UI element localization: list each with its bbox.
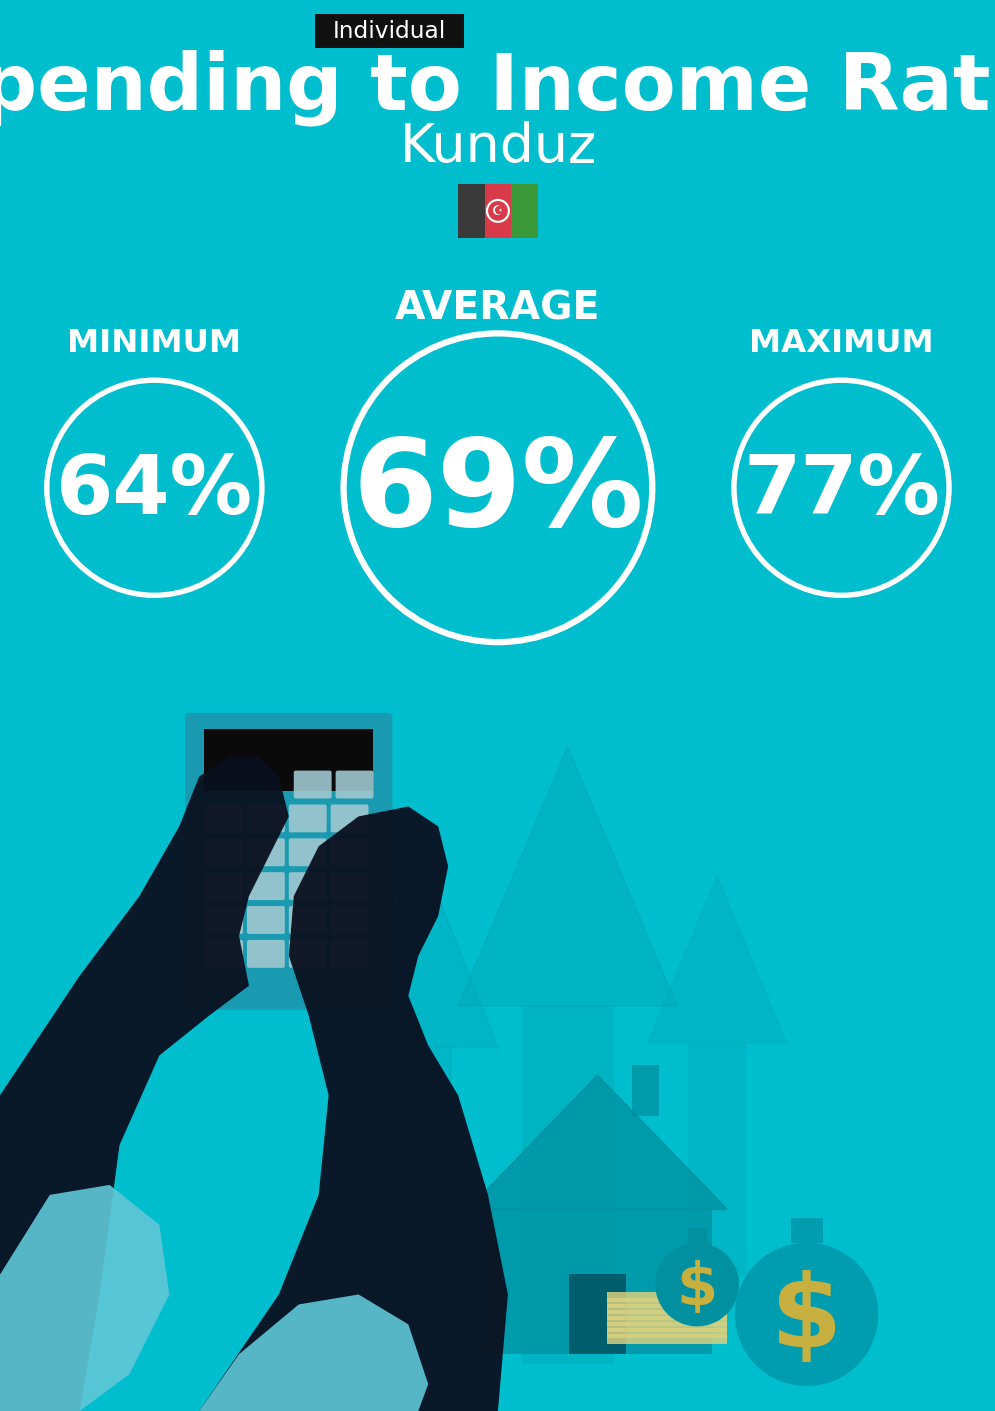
FancyBboxPatch shape [247,940,285,968]
FancyBboxPatch shape [688,1228,705,1243]
FancyBboxPatch shape [204,729,373,790]
FancyBboxPatch shape [607,1292,726,1302]
Polygon shape [468,1075,726,1209]
FancyBboxPatch shape [335,770,373,799]
FancyBboxPatch shape [688,1044,745,1274]
FancyBboxPatch shape [607,1311,726,1321]
FancyBboxPatch shape [384,1047,452,1325]
Polygon shape [199,807,507,1411]
Polygon shape [647,876,786,1044]
FancyBboxPatch shape [521,1006,613,1364]
Text: $: $ [770,1270,842,1367]
FancyBboxPatch shape [485,185,510,238]
FancyBboxPatch shape [510,185,537,238]
Text: 64%: 64% [56,453,253,532]
Text: Spending to Income Ratio: Spending to Income Ratio [0,49,995,126]
FancyBboxPatch shape [289,838,326,866]
FancyBboxPatch shape [790,1218,822,1243]
FancyBboxPatch shape [631,1065,659,1116]
Polygon shape [458,746,677,1006]
FancyBboxPatch shape [205,872,243,900]
Polygon shape [0,756,289,1411]
FancyBboxPatch shape [205,906,243,934]
FancyBboxPatch shape [294,770,331,799]
FancyBboxPatch shape [289,872,326,900]
FancyBboxPatch shape [607,1304,726,1315]
FancyBboxPatch shape [330,838,368,866]
Polygon shape [338,847,498,1047]
FancyBboxPatch shape [330,872,368,900]
Text: AVERAGE: AVERAGE [395,289,600,327]
Text: Kunduz: Kunduz [399,121,596,174]
FancyBboxPatch shape [458,185,485,238]
Text: 77%: 77% [742,453,939,532]
FancyBboxPatch shape [185,713,392,1010]
Text: $: $ [676,1260,717,1316]
FancyBboxPatch shape [247,906,285,934]
Text: 69%: 69% [352,435,643,552]
FancyBboxPatch shape [289,906,326,934]
FancyBboxPatch shape [607,1328,726,1338]
FancyBboxPatch shape [568,1274,626,1355]
FancyBboxPatch shape [314,14,464,48]
FancyBboxPatch shape [289,804,326,832]
FancyBboxPatch shape [330,804,368,832]
Text: MINIMUM: MINIMUM [68,327,241,358]
FancyBboxPatch shape [205,940,243,968]
Text: Individual: Individual [332,20,446,44]
Text: ☪: ☪ [492,205,503,217]
Circle shape [734,1243,878,1386]
FancyBboxPatch shape [247,838,285,866]
Polygon shape [199,1294,428,1411]
FancyBboxPatch shape [483,1209,711,1355]
FancyBboxPatch shape [289,940,326,968]
Polygon shape [0,1185,169,1411]
FancyBboxPatch shape [607,1322,726,1332]
FancyBboxPatch shape [330,906,368,934]
FancyBboxPatch shape [330,940,368,968]
FancyBboxPatch shape [247,804,285,832]
Text: MAXIMUM: MAXIMUM [748,327,933,358]
FancyBboxPatch shape [607,1316,726,1326]
FancyBboxPatch shape [205,804,243,832]
FancyBboxPatch shape [247,872,285,900]
FancyBboxPatch shape [205,838,243,866]
FancyBboxPatch shape [607,1298,726,1308]
FancyBboxPatch shape [607,1335,726,1345]
Circle shape [655,1243,738,1326]
